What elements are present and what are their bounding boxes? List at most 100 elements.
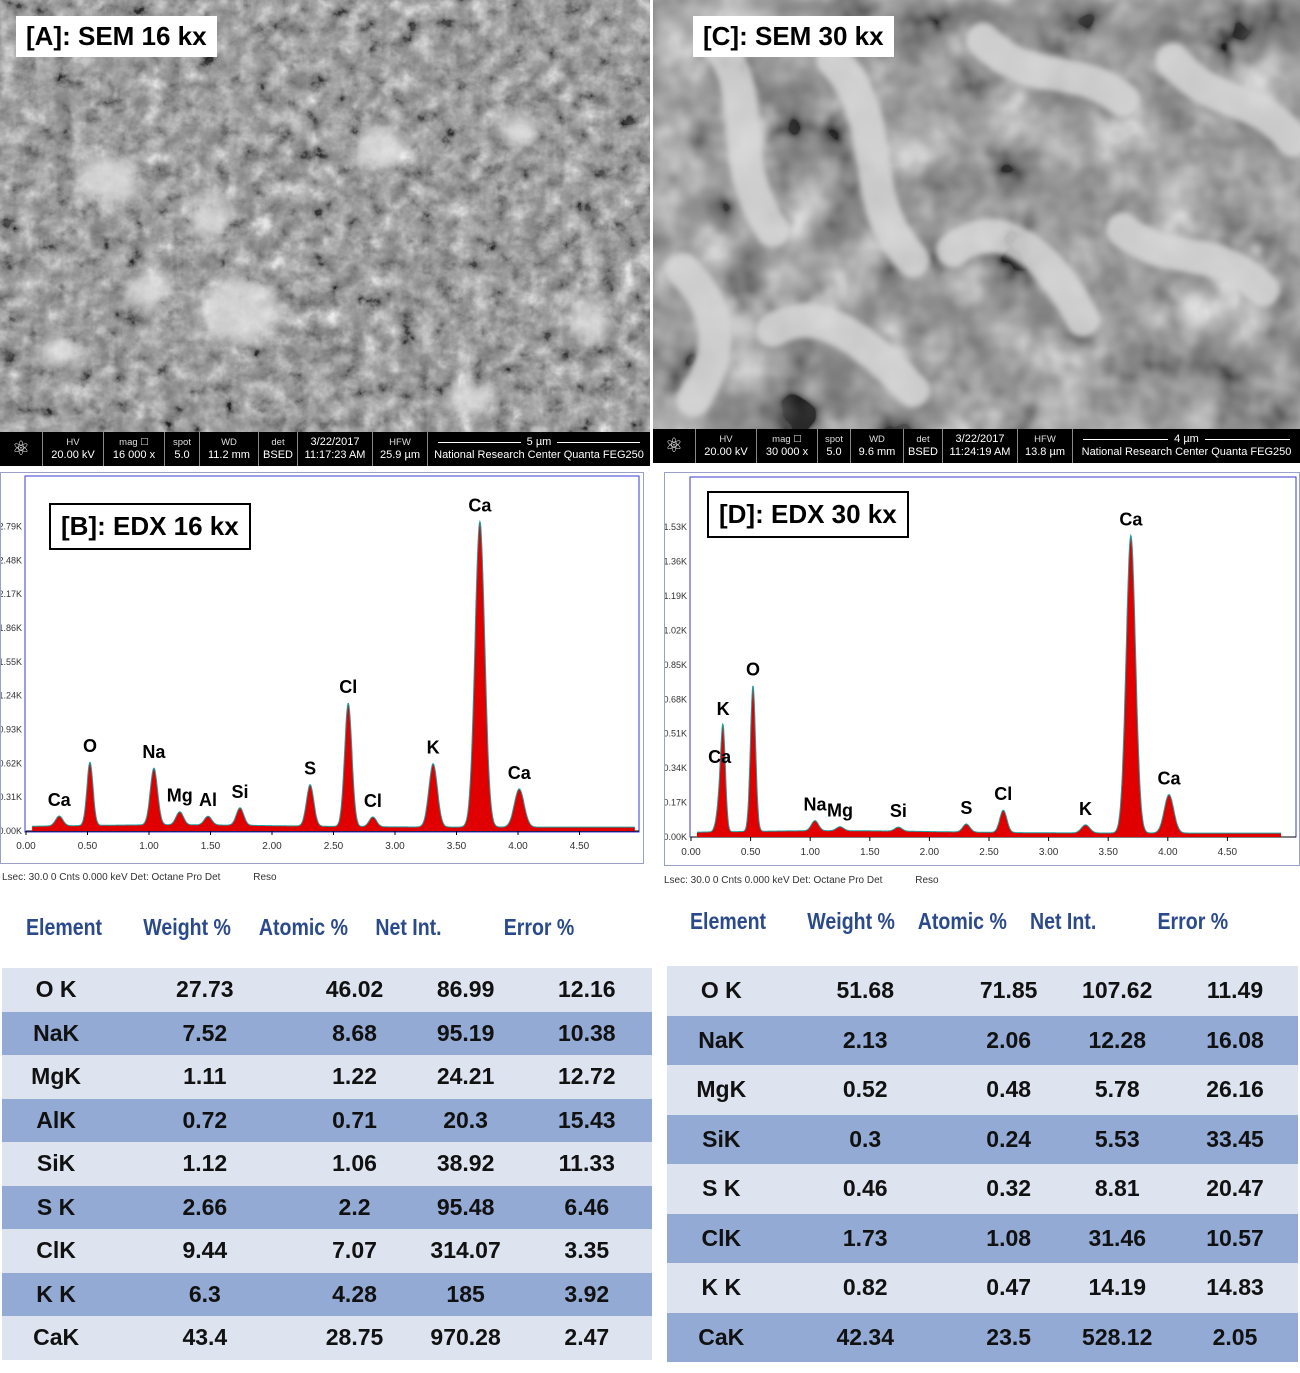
panel-c-label: [C]: SEM 30 kx: [693, 16, 894, 57]
table-cell: S K: [702, 1175, 741, 1202]
peak-label: Si: [890, 801, 907, 821]
peak-label: Al: [199, 790, 217, 810]
table-cell: 0.72: [182, 1106, 228, 1133]
y-tick-label: 0.00K: [1, 826, 22, 836]
edx-footer-16kx: Lsec: 30.0 0 Cnts 0.000 keV Det: Octane …: [2, 872, 277, 883]
peak-label: Ca: [1157, 769, 1181, 789]
table-row: NaK 7.52 8.68 95.19 10.38: [2, 1011, 652, 1055]
time-value: 11:17:23 AM: [304, 449, 366, 461]
y-tick-label: 0.85K: [665, 660, 687, 670]
table-cell: 31.46: [1088, 1224, 1147, 1251]
panel-a-label: [A]: SEM 16 kx: [16, 16, 217, 57]
table-cell: MgK: [696, 1076, 747, 1103]
table-cell: 8.68: [332, 1019, 377, 1046]
table-cell: 107.62: [1082, 977, 1153, 1004]
y-tick-label: 1.53K: [665, 522, 687, 532]
header-element: Element: [26, 914, 103, 940]
table-cell: 16.08: [1206, 1026, 1264, 1053]
wd-key: WD: [869, 434, 885, 445]
edx-footer-reso: Reso: [915, 875, 939, 886]
table-cell: S K: [36, 1193, 76, 1220]
table-cell: 46.02: [325, 976, 384, 1003]
wd-value: 11.2 mm: [208, 449, 250, 461]
scale-bar-a: 5 µm National Research Center Quanta FEG…: [428, 432, 650, 466]
det-value: BSED: [908, 446, 938, 458]
x-tick-label: 0.00: [681, 847, 701, 858]
peak-label: O: [83, 736, 97, 756]
header-weight: Weight %: [143, 914, 231, 940]
table-cell: 51.68: [836, 977, 894, 1004]
sem-info-bar-c: ⚛ HV 20.00 kV mag ☐ 30 000 x spot 5.0 WD 9.6…: [653, 429, 1300, 463]
spectrum-line: [697, 533, 1281, 834]
y-tick-label: 0.00K: [665, 832, 687, 842]
x-tick-label: 4.00: [508, 841, 528, 852]
edx-footer-30kx: Lsec: 30.0 0 Cnts 0.000 keV Det: Octane …: [664, 875, 939, 886]
table-cell: 2.2: [338, 1193, 371, 1220]
table-cell: 23.5: [986, 1323, 1032, 1350]
table-row: CaK 43.4 28.75 970.28 2.47: [2, 1316, 652, 1360]
table-row: AlK 0.72 0.71 20.3 15.43: [2, 1098, 652, 1142]
table-b-header: Element Weight % Atomic % Net Int. Error…: [26, 914, 589, 941]
x-tick-label: 3.00: [1039, 847, 1059, 858]
scale-bar-c: 4 µm National Research Center Quanta FEG…: [1073, 429, 1300, 463]
table-cell: 43.4: [182, 1324, 228, 1351]
time-value: 11:24:19 AM: [949, 446, 1011, 458]
table-cell: 33.45: [1206, 1125, 1264, 1152]
hfw-key: HFW: [389, 437, 411, 448]
edx-spectrum-16kx: 0.00K0.31K0.62K0.93K1.24K1.55K1.86K2.17K…: [1, 475, 640, 852]
table-cell: NaK: [698, 1026, 745, 1053]
table-cell: SiK: [702, 1125, 741, 1152]
table-cell: 0.24: [986, 1125, 1032, 1152]
peak-label: Cl: [339, 677, 357, 697]
header-atomic: Atomic %: [917, 908, 1007, 934]
table-cell: 38.92: [436, 1150, 495, 1177]
fei-logo-icon: ⚛: [0, 432, 43, 466]
table-cell: 0.82: [842, 1274, 888, 1301]
panel-b-label: [B]: EDX 16 kx: [49, 503, 251, 550]
table-row: ClK 1.73 1.08 31.46 10.57: [667, 1213, 1298, 1263]
peak-label: K: [1079, 799, 1092, 819]
sem-micrograph-30kx: [653, 0, 1300, 430]
spot-value: 5.0: [174, 449, 190, 461]
table-cell: SiK: [36, 1150, 76, 1177]
table-cell: 10.57: [1206, 1224, 1264, 1251]
y-tick-label: 2.79K: [1, 521, 22, 531]
table-cell: 314.07: [430, 1237, 501, 1264]
peak-label: Ca: [1119, 509, 1143, 529]
spot-key: spot: [173, 437, 191, 448]
y-tick-label: 0.34K: [665, 763, 687, 773]
x-tick-label: 3.00: [385, 841, 405, 852]
peak-label: Cl: [364, 791, 382, 811]
spot-key: spot: [825, 434, 843, 445]
x-tick-label: 3.50: [1098, 847, 1118, 858]
table-cell: O K: [35, 976, 77, 1003]
center-name: National Research Center Quanta FEG250: [434, 449, 644, 461]
y-tick-label: 1.02K: [665, 625, 687, 635]
y-tick-label: 1.86K: [1, 623, 22, 633]
table-cell: 0.3: [849, 1125, 882, 1152]
y-tick-label: 0.51K: [665, 729, 687, 739]
y-tick-label: 1.55K: [1, 657, 22, 667]
table-row: ClK 9.44 7.07 314.07 3.35: [2, 1229, 652, 1273]
hv-key: HV: [719, 434, 733, 445]
table-cell: 2.66: [182, 1193, 228, 1220]
table-cell: ClK: [36, 1237, 76, 1264]
table-cell: 1.12: [182, 1150, 228, 1177]
table-cell: 26.16: [1206, 1076, 1264, 1103]
table-cell: ClK: [701, 1224, 742, 1251]
table-b: O K 27.73 46.02 86.99 12.16 NaK 7.52 8.68 95.19 1…: [2, 968, 652, 1360]
table-d: O K 51.68 71.85 107.62 11.49 NaK 2.13 2.06 12.28…: [667, 966, 1298, 1362]
spot-value: 5.0: [826, 446, 842, 458]
table-cell: 0.48: [986, 1076, 1032, 1103]
hv-key: HV: [66, 437, 80, 448]
table-cell: 12.16: [558, 976, 616, 1003]
hfw-value: 25.9 µm: [380, 449, 420, 461]
y-tick-label: 0.17K: [665, 798, 687, 808]
header-error: Error %: [503, 914, 575, 940]
edx-footer-text: Lsec: 30.0 0 Cnts 0.000 keV Det: Octane …: [664, 875, 883, 886]
edx-panel-30kx: 0.00K 0.17K 0.34K 0.51K 0.68K 0.85K 1.02K 1.19K…: [664, 472, 1300, 866]
table-cell: MgK: [31, 1063, 81, 1090]
spectrum-fill: [696, 535, 1282, 837]
y-tick-label: 1.36K: [665, 557, 687, 567]
peak-label: S: [304, 759, 316, 779]
